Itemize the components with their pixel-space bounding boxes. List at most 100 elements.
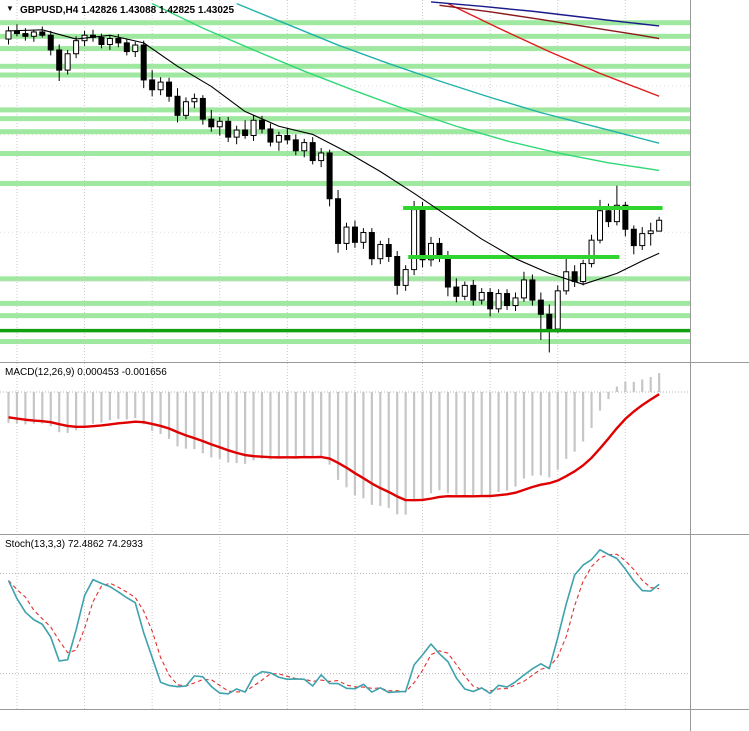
candle (182, 101, 189, 116)
candle (242, 129, 249, 137)
stoch-indicator-title: Stoch(13,3,3) 72.4862 74.2933 (5, 539, 143, 550)
candle (39, 31, 46, 36)
candle (309, 142, 316, 162)
level-band (0, 20, 690, 26)
candle (377, 244, 384, 260)
candle (470, 284, 477, 301)
stoch-panel (0, 548, 690, 695)
candle (259, 119, 265, 130)
candle (123, 42, 130, 53)
candle (233, 129, 240, 138)
candle (132, 44, 139, 53)
level-band (0, 116, 690, 122)
macd-panel (0, 373, 690, 515)
candle (597, 210, 603, 241)
ma-navy (430, 1, 660, 27)
main-chart-title: GBPUSD,H4 1.42826 1.43088 1.42825 1.4302… (20, 5, 235, 16)
candle (199, 97, 206, 120)
macd-signal-line (8, 393, 660, 502)
candle (554, 290, 561, 330)
level-band (0, 72, 690, 78)
level-band (0, 151, 690, 156)
level-band (0, 339, 690, 345)
price-scale[interactable]: 1.466501.464001.461751.458501.456901.450… (690, 0, 749, 731)
macd-indicator-title: MACD(12,26,9) 0.000453 -0.001656 (5, 367, 167, 378)
candle (563, 271, 570, 292)
candle (64, 53, 71, 71)
level-band (0, 33, 690, 39)
candle (537, 299, 544, 315)
moving-averages (8, 1, 660, 285)
candle (106, 38, 113, 46)
candle (335, 198, 342, 244)
candle (208, 118, 215, 128)
vertical-grid (16, 0, 626, 709)
candle (385, 244, 392, 258)
candle (13, 30, 20, 35)
candle (98, 36, 105, 46)
candle (436, 242, 443, 258)
level-lines (0, 206, 690, 333)
candle (47, 34, 54, 51)
candle (546, 313, 553, 330)
level-band (0, 46, 690, 52)
level-bands (0, 20, 690, 345)
level-band (0, 107, 690, 113)
candle (495, 293, 502, 310)
candle (529, 279, 536, 301)
level-band (0, 300, 690, 306)
candle (444, 256, 451, 288)
candle (326, 152, 333, 200)
candle (647, 230, 654, 235)
level-band (0, 313, 690, 319)
level-band (0, 129, 690, 135)
time-axis[interactable]: 6 Jan 20167 Jan 16:0011 Jan 00:0012 Jan … (0, 709, 690, 731)
candle (487, 291, 494, 310)
candle (275, 135, 282, 143)
level-band (0, 180, 690, 186)
candle (428, 242, 434, 261)
candle (402, 269, 409, 286)
candle (191, 97, 198, 103)
candle (174, 95, 181, 116)
candle (394, 256, 401, 286)
stoch-main-line (7, 548, 660, 695)
level-band (0, 276, 690, 282)
candle (512, 297, 519, 307)
candle (520, 279, 527, 299)
ma-spring-green (151, 2, 660, 172)
candle (318, 152, 325, 162)
level-band (0, 63, 690, 69)
candle (30, 31, 37, 37)
candle (301, 142, 308, 152)
candle (166, 81, 173, 97)
ma-dark-red (439, 4, 660, 40)
candle (622, 204, 629, 230)
candle (115, 38, 122, 44)
candle (368, 232, 375, 260)
candle (250, 119, 257, 137)
candle (613, 204, 620, 223)
candle (411, 209, 418, 271)
candle (292, 139, 299, 152)
candle (216, 120, 223, 128)
candle (478, 291, 485, 301)
candle (639, 233, 646, 247)
candle (571, 271, 578, 283)
candle (73, 40, 80, 55)
candle (461, 284, 468, 297)
symbol-dropdown-icon[interactable]: ▼ (6, 4, 14, 13)
candle (580, 263, 587, 283)
candle (284, 135, 291, 141)
candle (588, 239, 595, 265)
candle (343, 226, 350, 244)
candle (56, 49, 63, 71)
candle (267, 128, 274, 143)
candle (419, 209, 426, 261)
candle (360, 232, 367, 243)
ma-teal (236, 2, 660, 144)
ma-black (8, 29, 660, 285)
